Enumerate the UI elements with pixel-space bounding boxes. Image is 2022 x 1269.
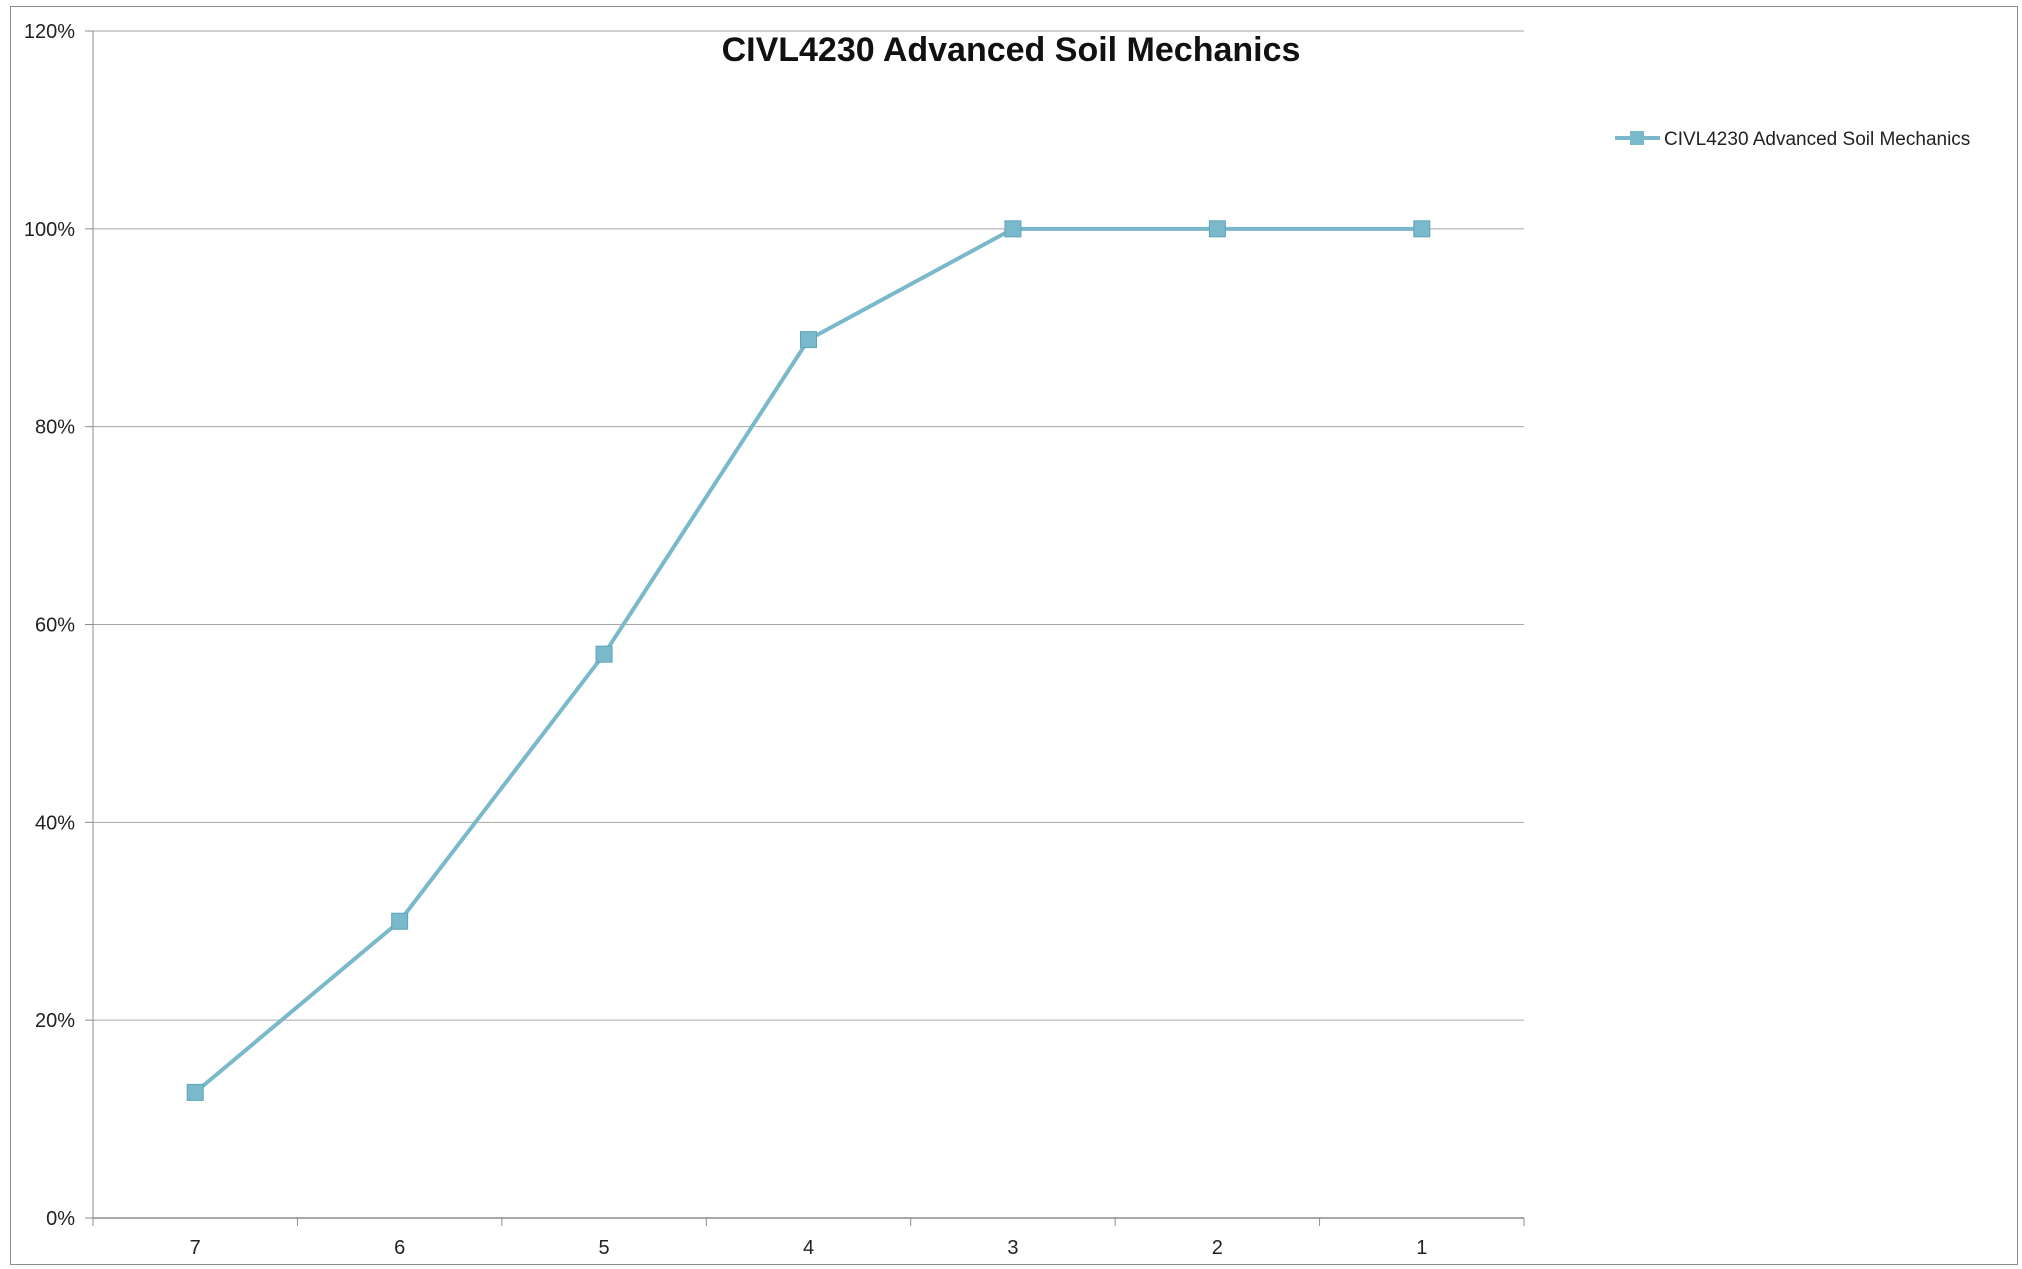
y-tick-label: 60% <box>35 615 75 637</box>
chart-title: CIVL4230 Advanced Soil Mechanics <box>722 31 1301 69</box>
y-tick-label: 40% <box>35 812 75 834</box>
data-point-marker <box>186 1083 204 1101</box>
x-tick-label: 2 <box>1212 1237 1223 1259</box>
y-tick-label: 80% <box>35 417 75 439</box>
x-tick-label: 5 <box>599 1237 610 1259</box>
legend: CIVL4230 Advanced Soil Mechanics <box>1615 129 1970 150</box>
chart-frame <box>10 6 2018 1265</box>
y-tick-label: 120% <box>24 21 75 43</box>
x-tick-label: 7 <box>190 1237 201 1259</box>
legend-entry-label: CIVL4230 Advanced Soil Mechanics <box>1664 129 1970 150</box>
x-tick-label: 3 <box>1007 1237 1018 1259</box>
gridlines <box>93 30 1524 1021</box>
data-point-marker <box>391 912 409 930</box>
data-point-marker <box>800 331 817 349</box>
series-line <box>193 226 1422 1094</box>
data-point-marker <box>1413 220 1431 238</box>
y-tick-label: 100% <box>24 219 75 241</box>
axes <box>85 30 1525 1226</box>
x-tick-label: 6 <box>394 1237 405 1259</box>
x-tick-label: 1 <box>1416 1237 1427 1259</box>
y-tick-label: 20% <box>35 1010 75 1032</box>
data-point-marker <box>1004 220 1022 238</box>
x-axis-ticks: 7 6 5 4 3 2 1 <box>190 1237 1428 1259</box>
x-tick-label: 4 <box>803 1237 814 1259</box>
series <box>186 220 1431 1101</box>
legend-marker-swatch <box>1630 131 1644 145</box>
y-axis-ticks: 0% 20% 40% 60% 80% 100% 120% <box>24 21 75 1230</box>
data-point-marker <box>1208 220 1226 238</box>
y-tick-label: 0% <box>46 1208 75 1230</box>
data-point-marker <box>595 645 613 663</box>
